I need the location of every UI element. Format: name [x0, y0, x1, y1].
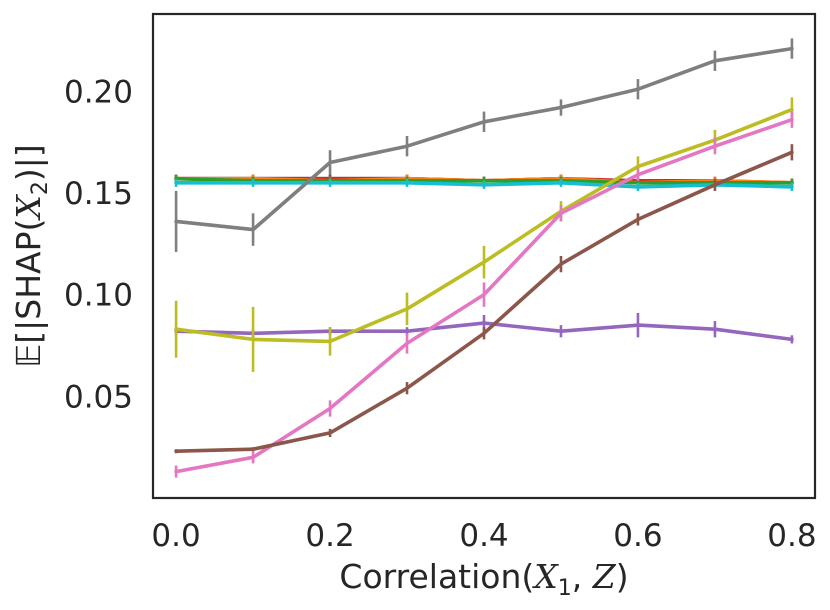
series-line — [174, 321, 794, 342]
x-tick-label: 0.8 — [767, 518, 816, 554]
series-olive — [174, 97, 794, 372]
series-line — [174, 46, 794, 232]
y-tick-label: 0.10 — [64, 278, 133, 314]
series-pink — [174, 111, 794, 478]
x-tick-label: 0.4 — [459, 518, 508, 554]
y-tick-label: 0.20 — [64, 74, 133, 110]
series-line — [174, 181, 794, 189]
y-tick-label: 0.15 — [64, 176, 133, 212]
y-tick-labels: 0.05 0.10 0.15 0.20 — [64, 74, 133, 415]
y-axis-label: 𝔼[|SHAP(X2)|] — [9, 144, 53, 368]
series-brown — [174, 144, 794, 454]
plot-frame — [151, 12, 817, 500]
series-line — [174, 107, 794, 344]
y-tick-label: 0.05 — [64, 379, 133, 415]
x-axis-label: Correlation(X1, Z) — [339, 557, 628, 601]
series-line — [174, 150, 794, 454]
series-gray — [174, 38, 794, 252]
x-tick-label: 0.6 — [613, 518, 662, 554]
series-layer — [174, 38, 794, 478]
x-tick-labels: 0.0 0.2 0.4 0.6 0.8 — [151, 518, 816, 554]
series-line — [174, 117, 794, 474]
x-tick-label: 0.2 — [305, 518, 354, 554]
x-tick-label: 0.0 — [151, 518, 200, 554]
